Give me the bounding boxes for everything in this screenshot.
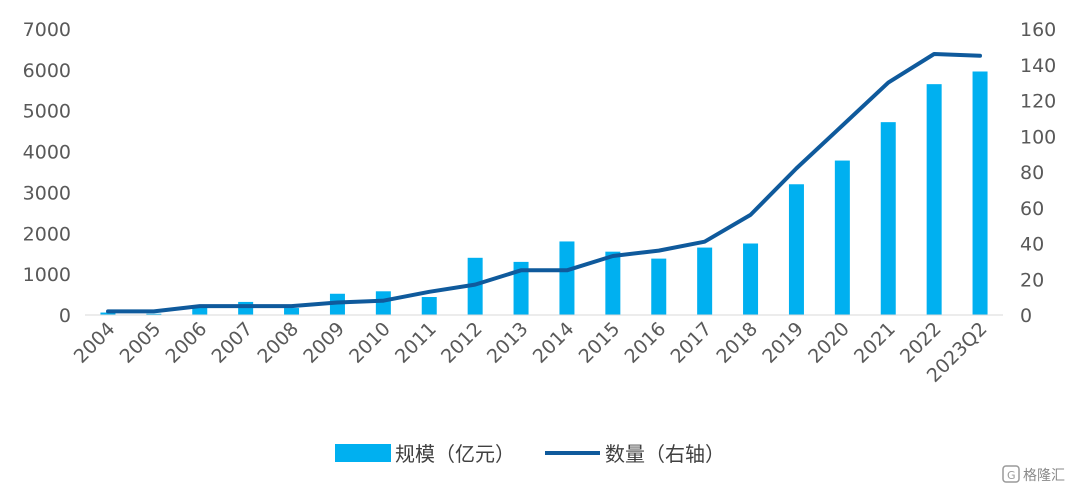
bar xyxy=(972,71,988,316)
y-left-tick-label: 1000 xyxy=(23,264,71,286)
x-tick-label: 2019 xyxy=(758,318,808,368)
y-right-tick-label: 100 xyxy=(1020,126,1056,148)
bar xyxy=(743,243,759,315)
legend-line-label: 数量（右轴） xyxy=(605,442,725,466)
y-left-tick-label: 7000 xyxy=(23,19,71,41)
y-right-tick-label: 120 xyxy=(1020,91,1056,113)
x-tick-label: 2009 xyxy=(299,318,349,368)
y-right-tick-label: 80 xyxy=(1020,162,1044,184)
bar xyxy=(421,297,437,315)
bar xyxy=(788,184,804,315)
x-tick-label: 2012 xyxy=(437,318,487,368)
bar xyxy=(375,291,391,315)
bar xyxy=(926,84,942,316)
x-tick-label: 2016 xyxy=(621,318,671,368)
legend-bar-swatch xyxy=(335,444,391,462)
bar xyxy=(651,258,667,315)
y-left-tick-label: 2000 xyxy=(23,223,71,245)
bar xyxy=(834,160,850,315)
x-tick-label: 2008 xyxy=(253,318,303,368)
x-tick-label: 2013 xyxy=(483,318,533,368)
x-tick-label: 2011 xyxy=(391,318,441,368)
x-axis: 2004200520062007200820092010201120122013… xyxy=(70,318,992,387)
x-tick-label: 2018 xyxy=(712,318,762,368)
bar xyxy=(559,241,575,315)
y-right-tick-label: 160 xyxy=(1020,19,1056,41)
x-tick-label: 2021 xyxy=(850,318,900,368)
bar xyxy=(880,122,896,315)
x-tick-label: 2015 xyxy=(575,318,625,368)
x-tick-label: 2004 xyxy=(70,318,120,368)
right-axis: 0 20 40 60 80 100 120 140 160 xyxy=(1020,19,1056,327)
bar xyxy=(192,306,208,315)
y-right-tick-label: 20 xyxy=(1020,269,1044,291)
watermark-logo: G 格隆汇 xyxy=(1002,465,1065,484)
y-left-tick-label: 0 xyxy=(59,305,71,327)
y-left-tick-label: 5000 xyxy=(23,101,71,123)
line-series xyxy=(106,52,982,314)
svg-text:G: G xyxy=(1007,469,1016,482)
legend: 规模（亿元） 数量（右轴） xyxy=(335,442,725,466)
bar xyxy=(146,313,162,315)
bar xyxy=(238,301,254,315)
watermark-text: 格隆汇 xyxy=(1023,468,1065,484)
y-right-tick-label: 40 xyxy=(1020,234,1044,256)
bar xyxy=(697,247,713,315)
x-tick-label: 2017 xyxy=(666,318,716,368)
legend-bar-label: 规模（亿元） xyxy=(395,442,515,466)
bar-series xyxy=(100,71,988,316)
x-tick-label: 2007 xyxy=(207,318,257,368)
x-tick-label: 2014 xyxy=(529,318,579,368)
y-left-tick-label: 3000 xyxy=(23,182,71,204)
bar xyxy=(284,308,300,315)
bar xyxy=(513,261,529,315)
bar xyxy=(605,251,621,315)
bar xyxy=(100,312,116,315)
left-axis: 0 1000 2000 3000 4000 5000 6000 7000 xyxy=(23,19,71,327)
y-left-tick-label: 6000 xyxy=(23,60,71,82)
y-right-tick-label: 60 xyxy=(1020,198,1044,220)
x-tick-label: 2020 xyxy=(804,318,854,368)
x-tick-label: 2006 xyxy=(162,318,212,368)
x-tick-label: 2010 xyxy=(345,318,395,368)
y-left-tick-label: 4000 xyxy=(23,142,71,164)
x-tick-label: 2005 xyxy=(116,318,166,368)
y-right-tick-label: 0 xyxy=(1020,305,1032,327)
y-right-tick-label: 140 xyxy=(1020,55,1056,77)
